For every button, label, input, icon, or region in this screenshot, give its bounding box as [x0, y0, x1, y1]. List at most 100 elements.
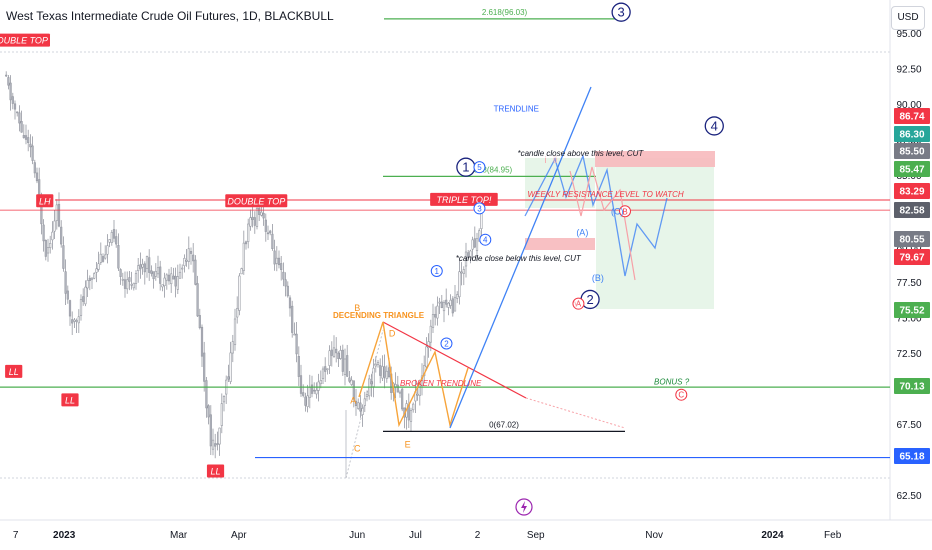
candle-body [24, 135, 28, 140]
wave-label: (B) [592, 273, 604, 283]
candle-body [51, 231, 54, 241]
candle-body [29, 143, 32, 148]
candle-body [196, 283, 199, 317]
wave-circle [572, 297, 585, 310]
candle-body [90, 277, 94, 280]
candle-body [121, 278, 124, 281]
target-zone [596, 158, 714, 309]
candle-body [57, 203, 61, 227]
candle-body [194, 259, 197, 285]
candle-body [385, 370, 388, 379]
candle-body [159, 266, 162, 284]
tag-label: DOUBLE TOP [0, 36, 48, 46]
candle-body [123, 279, 127, 289]
candle-body [233, 318, 237, 346]
level-label: 1.618(84.95) [467, 165, 513, 174]
candle-body [458, 271, 461, 298]
candle-body [33, 162, 36, 174]
candle-body [203, 352, 206, 382]
candle-body [451, 298, 454, 314]
candle-body [442, 302, 446, 312]
candle-body [163, 277, 166, 287]
y-tick-label: 62.50 [896, 491, 921, 502]
candle-body [438, 301, 441, 304]
candle-body [130, 284, 133, 286]
wave-circle [440, 337, 453, 350]
candle-body [317, 381, 320, 391]
candle-body [365, 394, 369, 397]
price-tag-bg [894, 302, 930, 318]
candle-body [379, 365, 382, 376]
price-tag-label: 86.74 [899, 112, 924, 123]
candle-body [139, 264, 142, 270]
candle-body [394, 384, 397, 388]
wave-label: 1 [462, 160, 469, 175]
candle-body [205, 380, 208, 409]
candle-body [35, 172, 39, 182]
candle-body [291, 305, 294, 333]
wave-label: 5 [477, 163, 482, 172]
candle-body [418, 384, 421, 396]
candle-body [73, 319, 76, 322]
candle-body [348, 377, 351, 382]
candle-body [82, 296, 85, 302]
candle-body [412, 403, 415, 411]
candle-body [284, 279, 287, 287]
chart-annotation: TRENDLINE [494, 105, 539, 114]
candle-body [218, 427, 221, 445]
candle-body [308, 387, 311, 398]
candle-body [209, 414, 212, 447]
candle-body [357, 402, 360, 409]
candle-body [440, 301, 443, 308]
candle-body [42, 224, 45, 242]
time-axis[interactable]: 7 2023 Mar Apr Jun Jul 2 Sep Nov 2024 Feb [13, 530, 842, 541]
candle-body [165, 274, 168, 281]
chart-title: West Texas Intermediate Crude Oil Future… [6, 9, 334, 23]
candle-body [95, 268, 98, 273]
projection-path-red [569, 166, 636, 281]
candle-body [75, 320, 78, 322]
candle-body [299, 375, 303, 394]
price-tag-label: 82.58 [899, 206, 924, 217]
candle-body [277, 257, 281, 266]
candle-body [110, 232, 113, 243]
candle-body [240, 268, 243, 275]
candle-body [337, 352, 340, 359]
candle-body [128, 277, 131, 282]
candle-body [71, 319, 74, 324]
tag-bg [5, 364, 23, 378]
chart-annotation: *candle close below this level, CUT [456, 254, 582, 263]
tag-label: LL [65, 395, 75, 405]
candle-body [467, 252, 470, 258]
alert-icon[interactable] [515, 498, 533, 516]
candle-body [126, 279, 129, 290]
wave-circle [611, 2, 631, 22]
candle-body [176, 276, 179, 290]
candle-body [112, 229, 116, 239]
chart-annotation: *candle close above this level, CUT [517, 149, 644, 158]
candle-body [62, 245, 65, 269]
candle-body [416, 393, 419, 396]
level-label: 0(67.02) [489, 420, 519, 429]
stop-zone-lower [525, 238, 595, 250]
candle-body [150, 270, 153, 274]
wave-label: (A) [576, 228, 588, 238]
candle-body [275, 257, 278, 264]
candle-body [460, 271, 463, 274]
currency-button[interactable]: USD [891, 6, 925, 30]
candle-body [227, 376, 230, 380]
candle-body [363, 398, 366, 406]
tag-label: LL [211, 466, 221, 476]
wave-label: 2 [586, 292, 593, 307]
candle-body [319, 380, 322, 385]
tag-bg [0, 33, 50, 47]
candle-body [280, 263, 283, 270]
candle-body [471, 239, 474, 250]
wave-label: A [350, 395, 356, 405]
chart-annotation: WEEKLY RESISTANCE LEVEL TO WATCH [528, 190, 684, 199]
candle-body [262, 212, 265, 219]
candle-body [302, 392, 305, 396]
candle-body [211, 439, 215, 450]
